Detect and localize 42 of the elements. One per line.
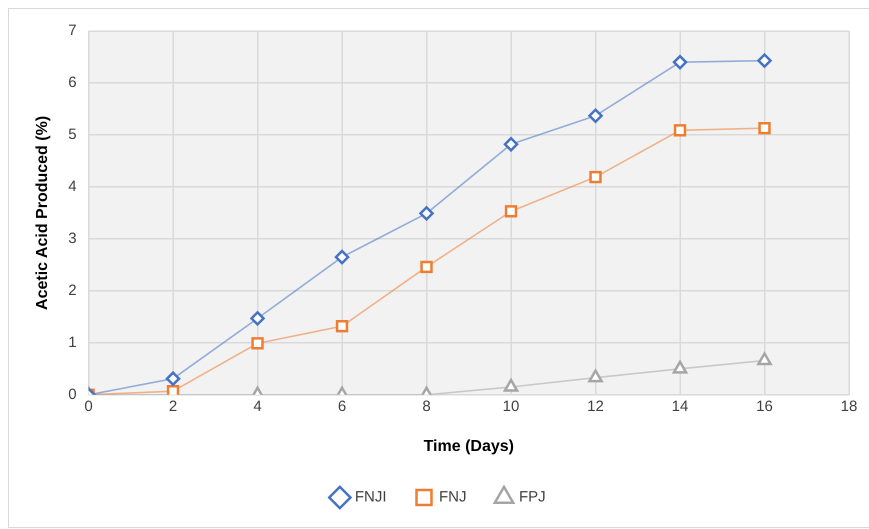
- point: [336, 320, 348, 332]
- y-tick-label: 3: [68, 230, 77, 248]
- x-tick-label: 16: [756, 398, 773, 415]
- point: [757, 53, 772, 68]
- x-tick-label: 0: [84, 398, 93, 415]
- point: [588, 108, 603, 123]
- x-tick-label: 8: [422, 398, 431, 415]
- point: [588, 369, 603, 382]
- y-tick-label: 6: [68, 74, 77, 92]
- y-tick-label: 0: [68, 386, 77, 403]
- y-axis-title: Acetic Acid Produced (%): [34, 116, 52, 310]
- point: [420, 260, 433, 274]
- point: [589, 170, 602, 184]
- legend-label: FNJ: [439, 488, 466, 506]
- point: [504, 205, 518, 218]
- x-tick-label: 4: [253, 398, 262, 415]
- y-tick-label: 7: [68, 22, 77, 40]
- point: [757, 352, 772, 366]
- y-tick-label: 1: [68, 334, 77, 351]
- point: [166, 371, 180, 386]
- x-tick-label: 2: [168, 398, 178, 415]
- x-axis-title: Time (Days): [424, 438, 514, 455]
- y-tick-label: 4: [68, 178, 77, 196]
- point: [504, 137, 518, 152]
- point: [250, 311, 265, 326]
- x-tick-label: 18: [840, 398, 858, 415]
- point: [504, 378, 518, 392]
- point: [251, 337, 264, 350]
- x-tick-label: 10: [502, 398, 520, 415]
- point: [674, 124, 686, 136]
- legend-label: FNJI: [354, 488, 387, 506]
- point: [672, 54, 688, 70]
- y-tick-label: 2: [68, 282, 77, 299]
- x-tick-label: 12: [587, 398, 604, 415]
- point: [672, 360, 688, 374]
- point: [334, 250, 350, 264]
- point: [419, 206, 434, 221]
- point: [758, 122, 771, 134]
- legend-label: FPJ: [518, 488, 546, 506]
- y-tick-label: 5: [68, 126, 77, 144]
- x-tick-label: 6: [338, 398, 346, 415]
- x-tick-label: 14: [672, 398, 688, 415]
